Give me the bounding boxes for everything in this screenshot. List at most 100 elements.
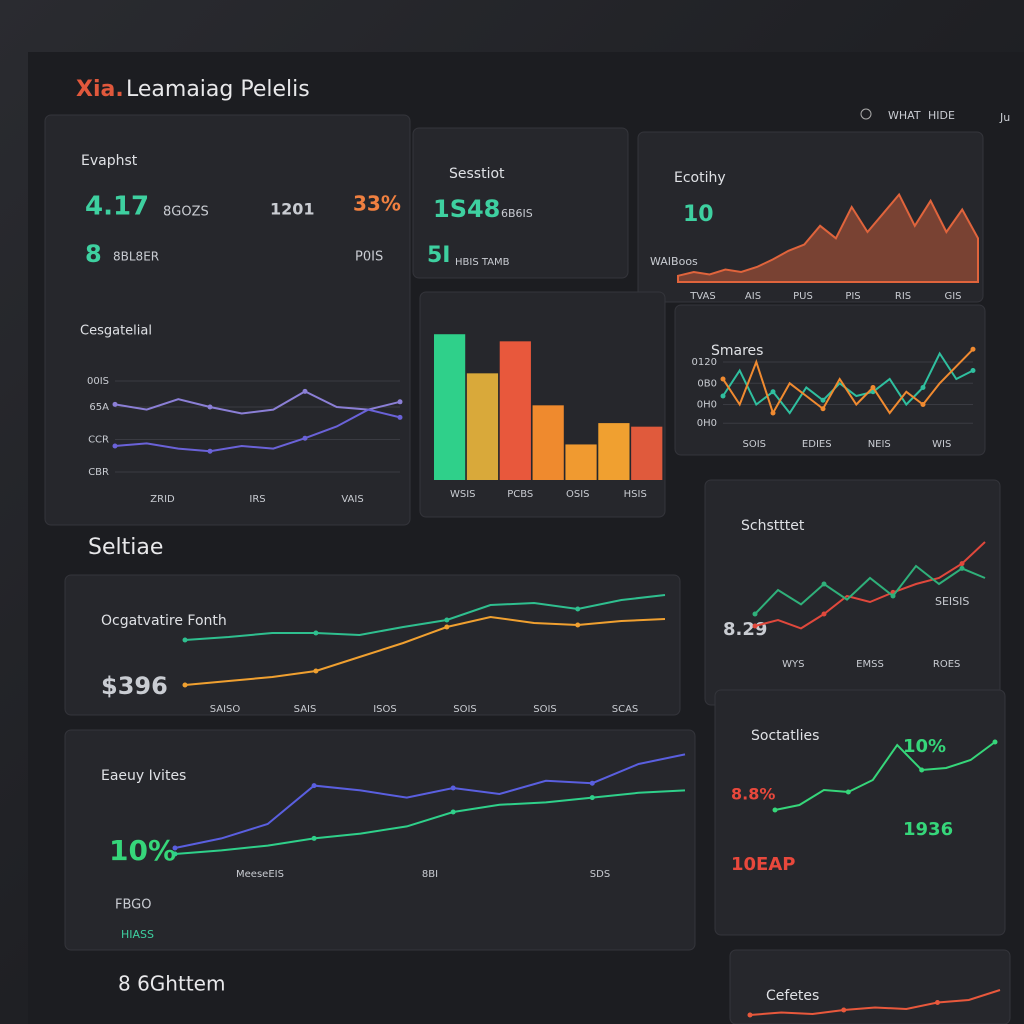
stat: 8 (85, 240, 102, 268)
stat: 1936 (903, 819, 953, 840)
x-tick-label: MeeseEIS (236, 869, 284, 880)
nav-icon[interactable] (860, 108, 872, 120)
point (970, 346, 976, 352)
x-tick-label: PUS (793, 291, 813, 302)
point (302, 435, 308, 441)
point (845, 789, 851, 795)
x-tick-label: ZRID (150, 494, 175, 505)
x-tick-label: TVAS (689, 291, 716, 302)
x-tick-label: IRS (249, 494, 265, 505)
point (752, 623, 758, 629)
line (184, 615, 666, 686)
point (821, 581, 827, 587)
panel (412, 127, 629, 279)
x-tick-label: WIS (932, 439, 951, 450)
point (450, 809, 456, 815)
point (890, 593, 896, 599)
panel-title: Eaeuy Ivites (101, 768, 186, 784)
stat: 8.8% (731, 785, 775, 804)
panel (637, 131, 984, 303)
section-label: Seltiae (88, 535, 163, 560)
point (207, 448, 213, 454)
panel (64, 729, 696, 951)
point (821, 611, 827, 617)
point (920, 385, 926, 390)
point (589, 780, 595, 786)
x-tick-label: EMSS (856, 659, 884, 670)
x-tick-label: ISOS (373, 704, 397, 715)
stat: 10% (903, 736, 946, 757)
nav-item[interactable]: WHAT (888, 109, 921, 122)
x-tick-label: SOIS (453, 704, 477, 715)
y-tick-label: 0H0 (697, 400, 717, 411)
line (722, 348, 974, 416)
line (184, 594, 666, 641)
line (174, 789, 686, 855)
stat: 8.29 (723, 619, 767, 640)
y-tick-label: 00IS (87, 376, 109, 387)
logo: Xia. (76, 77, 124, 102)
stat: 33% (353, 192, 401, 216)
point (397, 414, 403, 420)
bar (565, 444, 597, 480)
line (774, 741, 996, 811)
stat: WAIBoos (650, 255, 698, 268)
x-tick-label: SAISO (210, 704, 241, 715)
x-tick-label: 8BI (422, 869, 438, 880)
nav-item[interactable]: HIDE (928, 109, 955, 122)
panel-title: Evaphst (81, 153, 138, 169)
panel-title: Soctatlies (751, 728, 819, 744)
point (770, 389, 776, 395)
panel (674, 304, 986, 456)
point (870, 385, 876, 390)
point (841, 1007, 847, 1013)
y-tick-label: 0120 (692, 357, 717, 368)
point (770, 410, 776, 416)
panel-title: Cefetes (766, 988, 819, 1004)
line (754, 541, 986, 630)
y-tick-label: 0H0 (697, 418, 717, 429)
x-tick-label: WYS (782, 659, 804, 670)
y-tick-label: CBR (88, 467, 109, 478)
bar (532, 405, 564, 480)
x-tick-label: HSIS (624, 489, 647, 500)
nav-item[interactable]: Ju (999, 111, 1010, 124)
point (172, 845, 178, 851)
x-tick-label: OSIS (566, 489, 590, 500)
point (207, 404, 213, 410)
stat: 5I (427, 243, 451, 268)
panel-title: Smares (711, 343, 763, 359)
stat: 10% (109, 834, 176, 867)
x-tick-label: WSIS (450, 489, 476, 500)
stat: 8BL8ER (113, 250, 159, 264)
stat: 1S48 (433, 195, 500, 223)
point (959, 561, 965, 567)
bar (434, 334, 466, 480)
x-tick-label: PCBS (507, 489, 533, 500)
x-tick-label: SAIS (294, 704, 317, 715)
point (444, 617, 450, 623)
point (959, 565, 965, 571)
point (311, 835, 317, 841)
stat: 6B6IS (501, 207, 533, 220)
panel (64, 574, 681, 716)
app-title: Leamaiag Pelelis (126, 77, 310, 102)
x-tick-label: NEIS (868, 439, 891, 450)
point (575, 606, 581, 612)
line (114, 408, 401, 453)
stat: FBGO (115, 898, 151, 913)
point (820, 397, 826, 403)
panel-title: Ocgatvatire Fonth (101, 613, 227, 629)
line (749, 989, 1001, 1016)
stat: P0IS (355, 250, 383, 265)
panel (729, 949, 1011, 1024)
chart-title: Cesgatelial (80, 324, 152, 339)
point (589, 795, 595, 801)
footer-label: 8 6Ghttem (118, 972, 225, 996)
point (182, 682, 188, 688)
point (112, 443, 118, 449)
point (182, 637, 188, 643)
x-tick-label: AIS (745, 291, 761, 302)
point (397, 399, 403, 405)
